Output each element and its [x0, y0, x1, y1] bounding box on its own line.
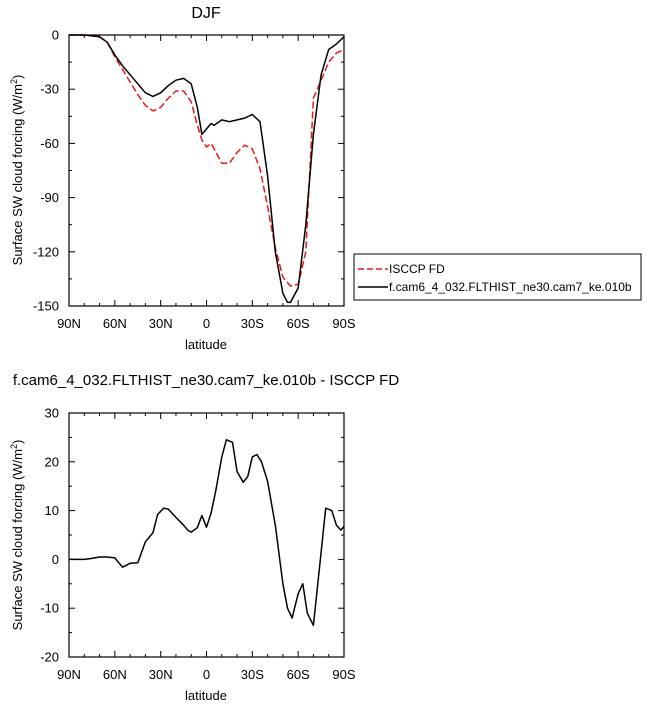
chart-bottom-ticks: 90N 60N 30N 0 30S 60S 90S 30 20 10 0 -10 -20: [40, 406, 356, 683]
chart-bottom-xtick-label: 60N: [103, 667, 127, 682]
chart-top-ytick-label: -90: [40, 190, 59, 205]
chart-top-ylabel: Surface SW cloud forcing (W/m2): [9, 75, 25, 266]
chart-top-ticks: 90N 60N 30N 0 30S 60S 90S 0 -30 -60 -90 -120 -150: [33, 28, 356, 332]
chart-bottom-xtick-label: 90N: [57, 667, 81, 682]
chart-top-ytick-label: -60: [40, 136, 59, 151]
chart-top-xtick-label: 90N: [57, 316, 81, 331]
chart-bottom-xlabel: latitude: [185, 688, 227, 703]
chart-top-ytick-label: -150: [33, 299, 59, 314]
chart-top-title: DJF: [191, 5, 221, 22]
chart-bottom-xtick-label: 60S: [287, 667, 310, 682]
legend-label-isccp: ISCCP FD: [389, 262, 445, 276]
chart-bottom-xtick-label: 30N: [149, 667, 173, 682]
chart-bottom-series-line-0: [69, 439, 345, 627]
chart-bottom-ytick-label: 30: [45, 406, 59, 421]
chart-top-xtick-label: 60N: [103, 316, 127, 331]
chart-bottom-ytick-label: 0: [52, 552, 59, 567]
chart-bottom-ytick-label: 10: [45, 503, 59, 518]
chart-top-ytick-label: 0: [52, 28, 59, 43]
chart-top-xtick-label: 60S: [287, 316, 310, 331]
chart-top-xtick-label: 30S: [241, 316, 264, 331]
chart-top-xlabel: latitude: [185, 337, 227, 352]
chart-top-series-group: [69, 34, 345, 304]
legend-label-model: f.cam6_4_032.FLTHIST_ne30.cam7_ke.010b: [389, 280, 632, 294]
chart-top-xtick-label: 90S: [332, 316, 355, 331]
chart-top-legend: ISCCP FD f.cam6_4_032.FLTHIST_ne30.cam7_…: [353, 253, 642, 301]
chart-top-xtick-label: 0: [203, 316, 210, 331]
chart-bottom-ylabel: Surface SW cloud forcing (W/m2): [9, 440, 25, 631]
chart-bottom-xtick-label: 0: [203, 667, 210, 682]
chart-top-ytick-label: -120: [33, 244, 59, 259]
chart-bottom-xtick-label: 90S: [332, 667, 355, 682]
chart-top-series-line-1: [69, 34, 345, 304]
chart-top: DJF 90N 60N 30N 0 30S 60S 90S 0 -30 -60 -90 -120 -15…: [9, 5, 642, 352]
chart-bottom: f.cam6_4_032.FLTHIST_ne30.cam7_ke.010b -…: [9, 372, 399, 703]
legend-box: [353, 253, 642, 301]
chart-bottom-xtick-label: 30S: [241, 667, 264, 682]
chart-top-ytick-label: -30: [40, 82, 59, 97]
chart-top-xtick-label: 30N: [149, 316, 173, 331]
chart-bottom-ytick-label: -10: [40, 601, 59, 616]
chart-bottom-title: f.cam6_4_032.FLTHIST_ne30.cam7_ke.010b -…: [13, 372, 399, 389]
chart-bottom-series-group: [69, 439, 345, 627]
chart-bottom-ytick-label: -20: [40, 650, 59, 665]
chart-bottom-ytick-label: 20: [45, 454, 59, 469]
chart-bottom-plot-frame: [68, 412, 345, 658]
